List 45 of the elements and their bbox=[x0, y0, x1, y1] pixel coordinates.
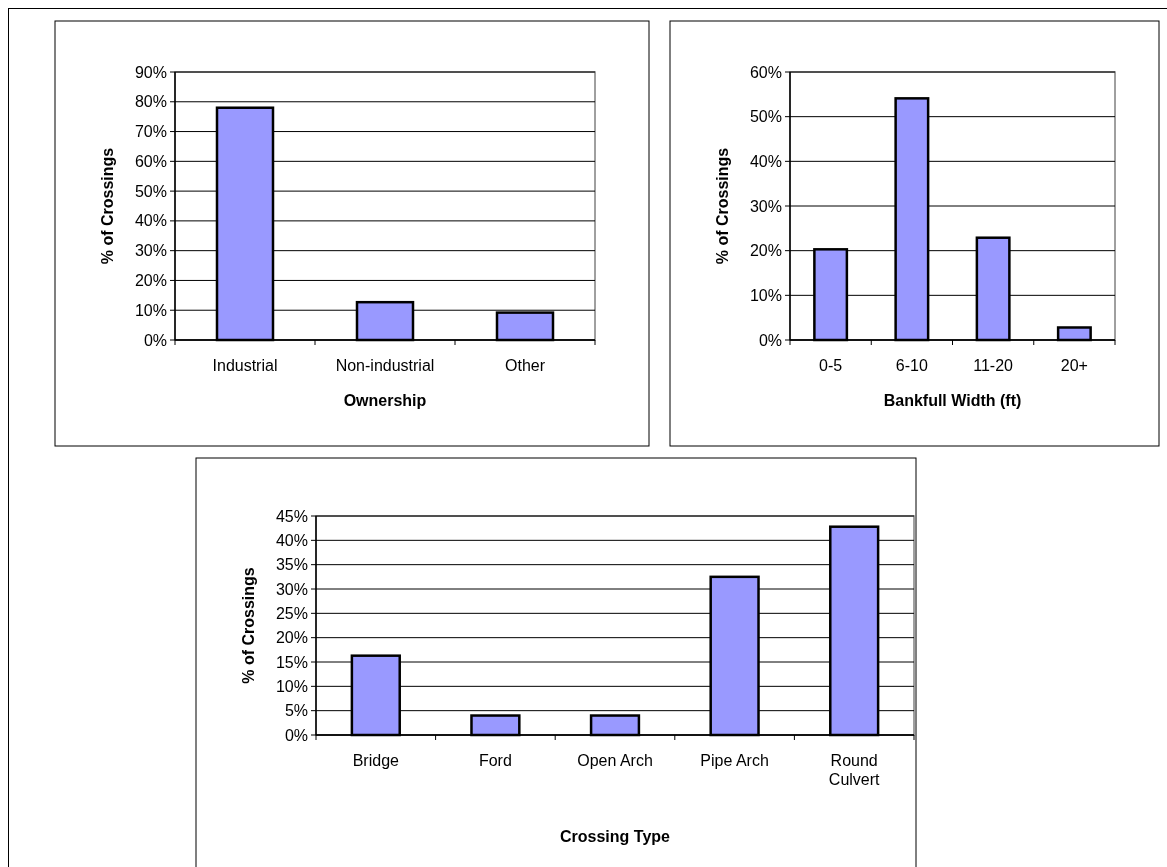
y-tick-label: 60% bbox=[134, 152, 167, 170]
x-tick-label: Pipe Arch bbox=[700, 752, 769, 769]
y-tick-label: 0% bbox=[143, 331, 167, 349]
x-tick-label: 0-5 bbox=[819, 357, 843, 374]
y-tick-label: 50% bbox=[749, 108, 782, 126]
y-tick-label: 20% bbox=[134, 272, 167, 290]
y-axis-title: % of Crossings bbox=[99, 147, 116, 265]
y-axis-title: % of Crossings bbox=[714, 147, 731, 265]
y-tick-label: 40% bbox=[134, 212, 167, 230]
x-tick-label: 11-20 bbox=[973, 357, 1014, 374]
y-tick-label: 10% bbox=[275, 677, 308, 695]
y-tick-label: 30% bbox=[134, 242, 167, 260]
x-axis-title: Ownership bbox=[343, 392, 427, 409]
y-tick-label: 10% bbox=[749, 286, 782, 304]
y-tick-label: 30% bbox=[749, 197, 782, 215]
x-tick-label: Other bbox=[504, 357, 546, 374]
x-tick-label: Non-industrial bbox=[335, 357, 435, 374]
y-tick-label: 70% bbox=[134, 123, 167, 141]
y-tick-label: 20% bbox=[275, 629, 308, 647]
y-tick-label: 20% bbox=[749, 242, 782, 260]
y-tick-label: 0% bbox=[284, 726, 308, 744]
y-tick-label: 30% bbox=[275, 580, 308, 598]
x-tick-label: Bridge bbox=[352, 752, 400, 769]
x-tick-label: Ford bbox=[478, 752, 512, 769]
y-tick-label: 40% bbox=[749, 152, 782, 170]
y-axis-title: % of Crossings bbox=[240, 567, 257, 684]
y-tick-label: 60% bbox=[749, 63, 782, 81]
x-tick-label: 20+ bbox=[1060, 357, 1088, 374]
y-tick-label: 15% bbox=[275, 653, 308, 671]
y-tick-label: 50% bbox=[134, 182, 167, 200]
y-tick-label: 5% bbox=[284, 702, 308, 720]
x-tick-label: Open Arch bbox=[577, 752, 653, 769]
x-tick-label: Industrial bbox=[212, 357, 278, 374]
x-axis-title: Bankfull Width (ft) bbox=[883, 392, 1022, 409]
x-tick-label: Round Culvert bbox=[828, 752, 881, 788]
y-tick-label: 35% bbox=[275, 556, 308, 574]
y-tick-label: 90% bbox=[134, 63, 167, 81]
y-tick-label: 40% bbox=[275, 531, 308, 549]
y-tick-label: 25% bbox=[275, 604, 308, 622]
y-tick-label: 10% bbox=[134, 301, 167, 319]
y-tick-label: 80% bbox=[134, 93, 167, 111]
x-tick-label: 6-10 bbox=[895, 357, 928, 374]
y-tick-label: 0% bbox=[758, 331, 782, 349]
x-axis-title: Crossing Type bbox=[560, 828, 671, 845]
y-tick-label: 45% bbox=[275, 507, 308, 525]
